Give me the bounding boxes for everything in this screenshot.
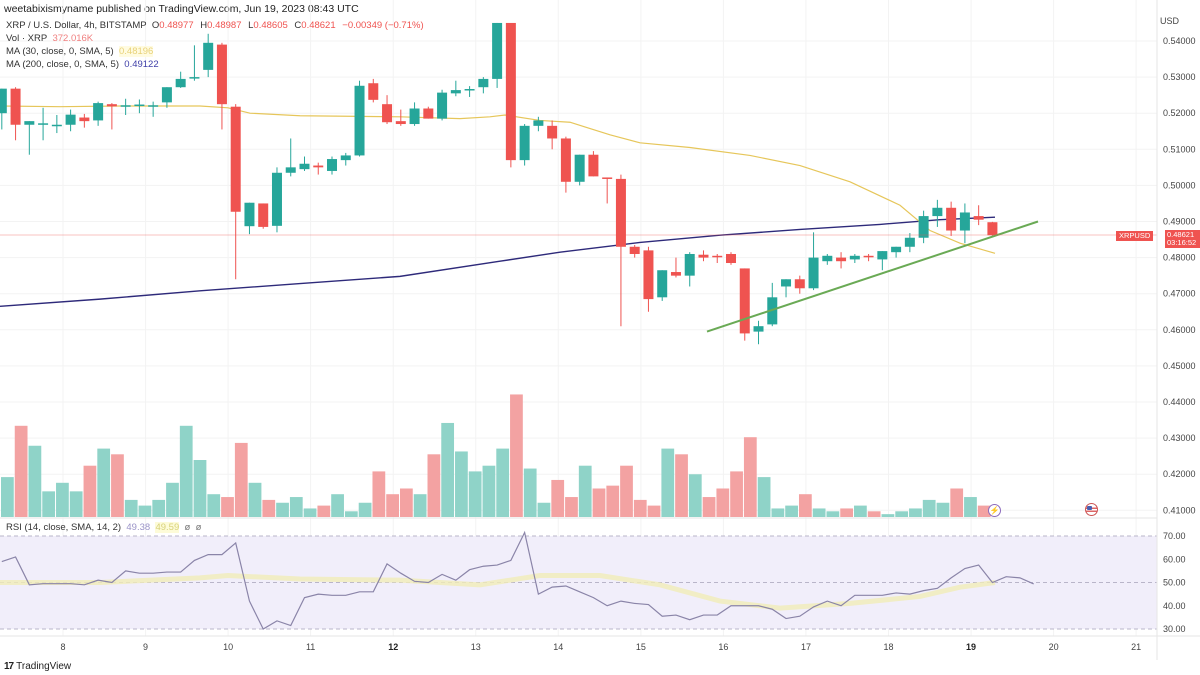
svg-text:50.00: 50.00 (1163, 578, 1186, 588)
svg-text:0.45000: 0.45000 (1163, 361, 1196, 371)
svg-text:0.44000: 0.44000 (1163, 397, 1196, 407)
ma200-row[interactable]: MA (200, close, 0, SMA, 5) 0.49122 (6, 58, 424, 71)
svg-text:13: 13 (471, 642, 481, 652)
high-label: H (200, 20, 208, 31)
ma30-line (0, 105, 996, 254)
rsi-legend[interactable]: RSI (14, close, SMA, 14, 2) 49.38 49.59 … (6, 522, 201, 533)
ma200-line (0, 216, 996, 308)
svg-text:0.42000: 0.42000 (1163, 469, 1196, 479)
grid-lines (0, 0, 1157, 636)
change-value: −0.00349 (−0.71%) (342, 20, 424, 31)
trendline[interactable] (706, 220, 1039, 333)
rsi-band-lines (0, 535, 1157, 630)
svg-text:0.52000: 0.52000 (1163, 108, 1196, 118)
svg-text:0.49000: 0.49000 (1163, 217, 1196, 227)
symbol-price-tag: XRPUSD (1116, 231, 1154, 241)
volume-label: Vol · XRP (6, 33, 48, 44)
rsi-line (0, 530, 1034, 630)
rsi-nan-2: ø (195, 522, 202, 533)
svg-text:12: 12 (388, 642, 398, 652)
open-value: 0.48977 (159, 20, 194, 31)
svg-text:17: 17 (801, 642, 811, 652)
ma30-label: MA (30, close, 0, SMA, 5) (6, 46, 114, 57)
svg-text:70.00: 70.00 (1163, 531, 1186, 541)
rsi-axis[interactable]: 70.00 60.00 50.00 40.00 30.00 (1163, 531, 1186, 634)
us-flag-icon[interactable] (1085, 503, 1098, 516)
last-price-tag: 0.48621 03:16:52 (1165, 230, 1200, 248)
main-legend: XRP / U.S. Dollar, 4h, BITSTAMP O0.48977… (6, 19, 424, 71)
svg-text:9: 9 (143, 642, 148, 652)
svg-text:0.54000: 0.54000 (1163, 36, 1196, 46)
close-label: C (294, 20, 302, 31)
rsi-value: 49.38 (126, 522, 151, 533)
svg-text:20: 20 (1049, 642, 1059, 652)
svg-text:0.50000: 0.50000 (1163, 180, 1196, 190)
svg-text:18: 18 (883, 642, 893, 652)
svg-text:19: 19 (966, 642, 976, 652)
currency-label: USD (1160, 16, 1180, 26)
svg-text:21: 21 (1131, 642, 1141, 652)
rsi-sma-value: 49.59 (155, 522, 180, 533)
svg-text:8: 8 (60, 642, 65, 652)
tradingview-logo[interactable]: 17 TradingView (4, 661, 71, 672)
price-axis[interactable]: 0.54000 0.53000 0.52000 0.51000 0.50000 0.490… (1163, 36, 1196, 515)
low-value: 0.48605 (253, 20, 288, 31)
svg-text:60.00: 60.00 (1163, 554, 1186, 564)
ma30-value: 0.48196 (119, 46, 154, 57)
svg-text:0.51000: 0.51000 (1163, 144, 1196, 154)
svg-text:0.47000: 0.47000 (1163, 289, 1196, 299)
symbol-row[interactable]: XRP / U.S. Dollar, 4h, BITSTAMP O0.48977… (6, 19, 424, 32)
svg-text:0.43000: 0.43000 (1163, 433, 1196, 443)
svg-text:16: 16 (718, 642, 728, 652)
open-label: O (151, 20, 160, 31)
svg-text:40.00: 40.00 (1163, 601, 1186, 611)
svg-text:0.53000: 0.53000 (1163, 72, 1196, 82)
high-value: 0.48987 (207, 20, 242, 31)
svg-text:10: 10 (223, 642, 233, 652)
svg-text:11: 11 (306, 642, 315, 652)
last-price-value: 0.48621 (1167, 230, 1195, 239)
ma200-label: MA (200, close, 0, SMA, 5) (6, 59, 119, 70)
symbol-title: XRP / U.S. Dollar, 4h, BITSTAMP (6, 20, 147, 31)
ma200-value: 0.49122 (124, 59, 159, 70)
close-value: 0.48621 (301, 20, 336, 31)
svg-text:0.41000: 0.41000 (1163, 505, 1196, 515)
svg-text:0.46000: 0.46000 (1163, 325, 1196, 335)
rsi-label: RSI (14, close, SMA, 14, 2) (6, 522, 122, 533)
low-label: L (248, 20, 254, 31)
lightning-icon[interactable]: ⚡ (988, 504, 1001, 517)
volume-bars (1, 394, 991, 517)
rsi-nan-1: ø (184, 522, 191, 533)
volume-value: 372.016K (52, 33, 94, 44)
ma30-row[interactable]: MA (30, close, 0, SMA, 5) 0.48196 (6, 45, 424, 58)
time-axis[interactable]: 8 9 10 11 12 13 14 15 16 17 18 19 20 21 (60, 642, 1141, 652)
tradingview-logo-text: TradingView (16, 661, 72, 672)
volume-row[interactable]: Vol · XRP 372.016K (6, 32, 424, 45)
svg-text:15: 15 (636, 642, 646, 652)
svg-text:14: 14 (553, 642, 563, 652)
publisher-line: weetabixismyname published on TradingVie… (4, 3, 359, 15)
tradingview-logo-icon: 17 (4, 661, 14, 672)
svg-text:0.48000: 0.48000 (1163, 253, 1196, 263)
candlesticks (0, 22, 998, 345)
svg-text:30.00: 30.00 (1163, 624, 1186, 634)
bar-countdown: 03:16:52 (1167, 238, 1197, 247)
